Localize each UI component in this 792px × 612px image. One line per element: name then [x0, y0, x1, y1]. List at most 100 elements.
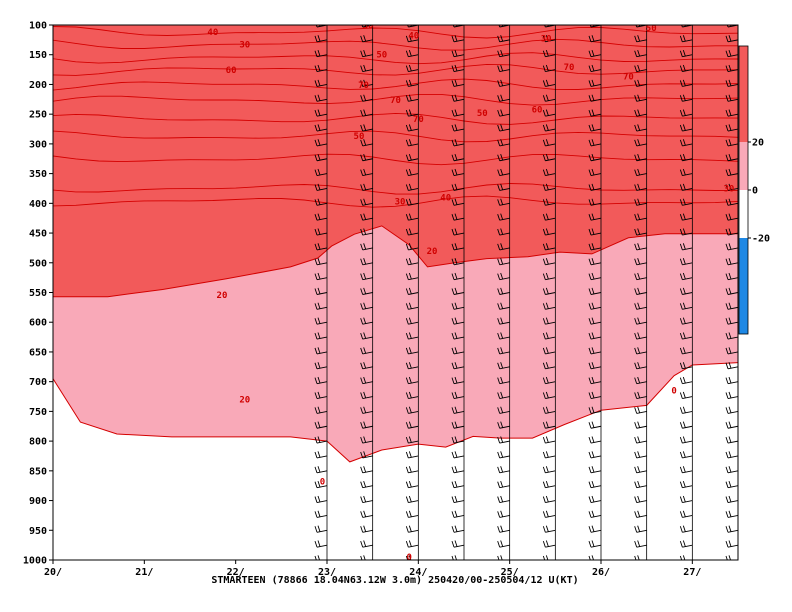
barb-shaft	[362, 321, 373, 325]
barb-feather	[545, 258, 549, 265]
contour-label: 30	[363, 22, 374, 32]
barb-feather	[725, 80, 729, 87]
wind-barb	[497, 198, 510, 206]
barb-feather	[408, 213, 412, 220]
barb-feather	[451, 35, 455, 43]
barb-shaft	[408, 188, 419, 191]
barb-feather	[679, 80, 683, 87]
barb-feather	[682, 317, 686, 324]
wind-barb	[679, 139, 693, 147]
barb-feather	[545, 317, 549, 324]
barb-feather	[679, 362, 683, 369]
barb-feather	[637, 525, 641, 532]
barb-feather	[317, 109, 321, 116]
barb-shaft	[682, 247, 693, 251]
barb-feather	[588, 422, 592, 429]
barb-shaft	[316, 336, 328, 340]
barb-feather	[637, 287, 641, 295]
wind-barb	[497, 213, 510, 221]
barb-feather	[728, 391, 732, 399]
barb-shaft	[362, 202, 373, 206]
barb-feather	[728, 555, 732, 560]
barb-feather	[500, 555, 503, 560]
barb-shaft	[636, 39, 647, 43]
barb-feather	[588, 526, 592, 533]
barb-shaft	[590, 366, 602, 370]
barb-feather	[497, 184, 501, 191]
barb-shaft	[682, 544, 693, 548]
barb-shaft	[545, 69, 556, 73]
wind-barb	[405, 183, 419, 191]
barb-feather	[500, 466, 504, 473]
wind-barb	[451, 124, 465, 132]
barb-shaft	[682, 410, 693, 414]
barb-feather	[728, 272, 732, 280]
barb-feather	[408, 183, 412, 191]
barb-feather	[360, 436, 364, 444]
barb-feather	[728, 525, 732, 532]
y-tick-label: 700	[29, 377, 47, 388]
wind-barb	[542, 213, 556, 221]
barb-shaft	[545, 455, 556, 459]
barb-feather	[405, 392, 409, 399]
barb-shaft	[453, 54, 465, 58]
barb-feather	[682, 124, 686, 131]
barb-feather	[451, 50, 455, 57]
barb-feather	[408, 317, 412, 324]
barb-feather	[405, 481, 409, 488]
barb-feather	[637, 124, 641, 131]
barb-feather	[634, 110, 638, 117]
barb-feather	[317, 495, 321, 503]
barb-feather	[360, 392, 364, 399]
wind-barb	[725, 525, 738, 533]
barb-feather	[542, 110, 546, 117]
wind-barb	[588, 480, 602, 489]
wind-barb	[451, 391, 465, 399]
wind-barb	[542, 332, 556, 340]
barb-feather	[360, 124, 364, 132]
wind-barb	[405, 35, 419, 43]
wind-barb	[451, 540, 465, 548]
barb-feather	[500, 480, 504, 488]
barb-feather	[44, 65, 46, 71]
barb-shaft	[590, 396, 602, 399]
wind-barb	[679, 510, 693, 518]
wind-barb	[53, 129, 54, 130]
barb-feather	[591, 109, 595, 116]
wind-barb	[451, 332, 465, 340]
barb-feather	[588, 288, 592, 295]
wind-barb	[360, 183, 373, 191]
wind-barb	[542, 124, 556, 132]
barb-feather	[408, 243, 412, 250]
barb-shaft	[53, 277, 54, 279]
barb-shaft	[682, 262, 693, 266]
wind-barb	[405, 154, 419, 162]
barb-feather	[405, 540, 409, 548]
barb-feather	[454, 347, 458, 354]
barb-feather	[728, 198, 732, 205]
barb-shaft	[499, 425, 510, 429]
barb-feather	[591, 49, 595, 57]
barb-feather	[497, 258, 501, 265]
barb-feather	[542, 169, 546, 176]
barb-feather	[317, 168, 321, 176]
barb-feather	[682, 480, 686, 488]
wind-barb	[314, 347, 328, 355]
barb-feather	[728, 421, 732, 428]
y-tick-label: 550	[29, 288, 47, 299]
barb-feather	[634, 288, 638, 295]
wind-barb	[405, 139, 419, 147]
wind-barb	[588, 406, 602, 414]
barb-feather	[500, 287, 504, 295]
barb-shaft	[499, 128, 510, 132]
wind-barb	[634, 154, 647, 162]
barb-shaft	[590, 425, 602, 429]
barb-feather	[405, 422, 409, 429]
barb-shaft	[590, 410, 602, 414]
barb-feather	[591, 94, 595, 101]
barb-shaft	[545, 321, 556, 325]
barb-feather	[637, 421, 641, 428]
barb-feather	[588, 258, 592, 265]
barb-feather	[408, 109, 412, 116]
